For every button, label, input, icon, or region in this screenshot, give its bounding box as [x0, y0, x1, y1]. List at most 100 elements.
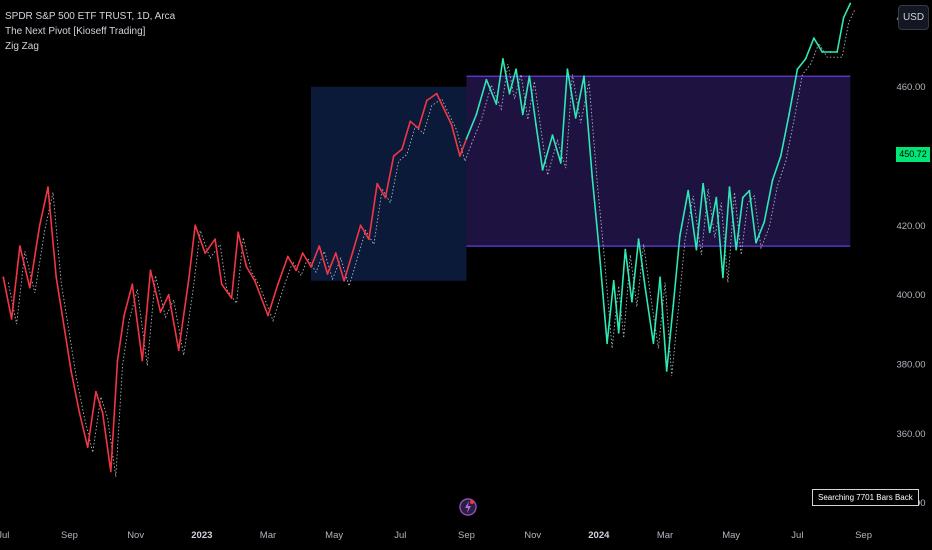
series-0-point	[159, 311, 162, 313]
series-0-point	[359, 224, 362, 227]
series-0-point	[167, 293, 170, 296]
series-0-point	[28, 286, 31, 289]
x-tick-label: 2024	[588, 530, 610, 541]
series-0-point	[425, 99, 428, 102]
x-tick-label: Sep	[61, 530, 78, 541]
series-0-point	[149, 269, 152, 272]
series-0-point	[334, 252, 337, 254]
series-0-point	[177, 349, 180, 352]
series-0-point	[86, 446, 89, 449]
series-1-point	[485, 78, 488, 81]
series-1-point	[508, 92, 511, 95]
x-tick-label: 2023	[191, 530, 212, 541]
series-0-point	[230, 297, 233, 300]
series-1-point	[829, 51, 832, 53]
series-0-point	[214, 238, 216, 241]
series-0-point	[187, 279, 190, 282]
series-1-point	[606, 342, 609, 345]
indicator-zigzag-label[interactable]: Zig Zag	[5, 41, 39, 52]
series-1-point	[612, 279, 615, 282]
series-0-point	[204, 252, 207, 254]
series-1-point	[559, 162, 562, 164]
indicator-next-pivot-label[interactable]: The Next Pivot [Kioseff Trading]	[5, 26, 146, 37]
series-0-point	[351, 252, 354, 254]
series-layer	[2, 2, 856, 477]
series-1-point	[821, 51, 824, 53]
series-0-point	[401, 148, 403, 150]
series-0-point	[63, 328, 66, 331]
series-1-point	[708, 231, 711, 234]
series-0-point	[253, 279, 256, 282]
series-0-point	[417, 127, 420, 130]
x-tick-label: Jul	[394, 530, 406, 541]
series-1-dotted-trace	[471, 8, 856, 377]
series-1-point	[659, 276, 661, 279]
x-tick-label: Jul	[791, 530, 803, 541]
chart-legend: SPDR S&P 500 ETF TRUST, 1D, Arca The Nex…	[5, 9, 175, 54]
price-axis[interactable]: 340.00360.00380.00400.00420.00440.00460.…	[896, 13, 925, 509]
series-1-point	[804, 58, 807, 60]
series-0-point	[458, 155, 461, 157]
series-0-point	[267, 314, 269, 317]
series-1-point	[755, 241, 757, 244]
x-tick-label: Jul	[0, 530, 9, 541]
series-1-point	[728, 186, 731, 189]
lightning-icon[interactable]	[459, 498, 477, 516]
series-1-point	[501, 58, 504, 60]
series-1-point	[597, 245, 600, 248]
x-tick-label: Sep	[458, 530, 475, 541]
series-1-point	[475, 113, 478, 116]
series-0-point	[78, 411, 81, 414]
series-0-point	[295, 269, 298, 272]
y-tick-label: 460.00	[896, 82, 925, 93]
last-price-badge: 450.72	[896, 147, 930, 162]
series-1-point	[495, 103, 498, 105]
series-0-point	[237, 231, 240, 234]
series-0-point	[95, 390, 97, 393]
series-1-point	[679, 234, 681, 237]
series-1-point	[687, 189, 690, 192]
series-0-point	[101, 411, 104, 414]
x-tick-label: Mar	[260, 530, 276, 541]
series-0-point	[141, 359, 144, 362]
series-0-point	[326, 272, 329, 275]
series-1-point	[528, 75, 531, 78]
series-1-point	[702, 182, 704, 185]
series-1-point	[695, 248, 698, 251]
currency-button[interactable]: USD	[898, 5, 929, 30]
x-tick-label: Sep	[855, 530, 872, 541]
x-tick-label: May	[722, 530, 740, 541]
series-0-point	[376, 182, 379, 185]
series-1-point	[836, 51, 838, 53]
series-0-point	[392, 155, 395, 157]
series-0-point	[47, 186, 49, 189]
series-0-point	[310, 266, 312, 268]
search-status-label: Searching 7701 Bars Back	[812, 489, 919, 506]
series-0-point	[245, 266, 248, 268]
series-1-point	[535, 123, 537, 126]
series-0-point	[277, 283, 279, 286]
x-tick-label: May	[325, 530, 343, 541]
series-1-point	[813, 37, 815, 40]
series-1-point	[617, 331, 620, 334]
series-1-point	[652, 342, 655, 345]
series-1-point	[574, 116, 577, 119]
series-0-point	[55, 276, 58, 279]
series-1-point	[624, 248, 627, 251]
series-0-point	[301, 252, 304, 254]
series-0-point	[131, 283, 134, 286]
series-0-point	[2, 276, 5, 279]
series-1-point	[566, 68, 569, 71]
series-0-point	[286, 255, 289, 258]
series-1-point	[583, 75, 585, 78]
time-axis[interactable]: Jul Sep Nov 2023 Mar May Jul Sep Nov 2024 Mar May Ju…	[0, 530, 872, 541]
y-tick-label: 360.00	[896, 429, 925, 440]
series-0-point	[318, 245, 321, 248]
series-0-point	[343, 279, 345, 282]
series-1-point	[735, 248, 738, 251]
series-0-point	[409, 120, 412, 123]
series-1-point	[541, 168, 544, 171]
symbol-title[interactable]: SPDR S&P 500 ETF TRUST, 1D, Arca	[5, 11, 176, 22]
series-1-point	[779, 155, 782, 157]
